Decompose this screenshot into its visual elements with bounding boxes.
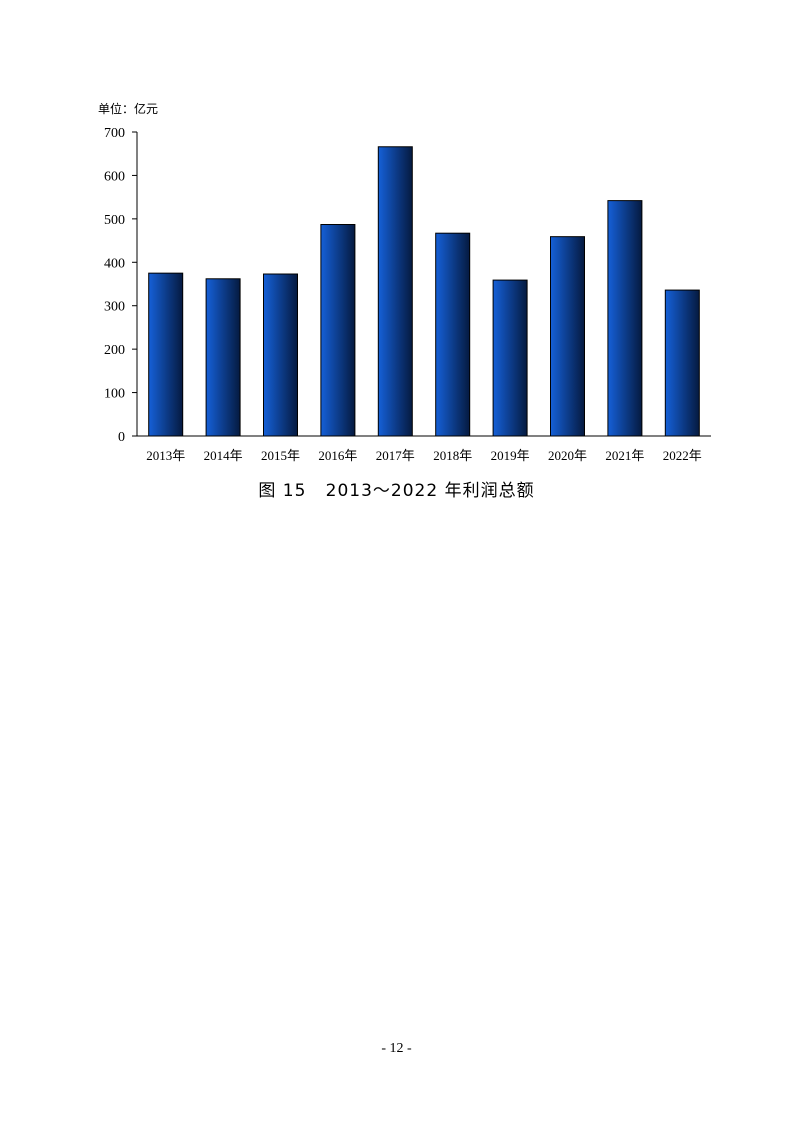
y-tick-label: 400 xyxy=(104,256,125,271)
page-number: - 12 - xyxy=(381,1041,412,1056)
bar-2014年 xyxy=(205,278,241,437)
y-tick-label: 500 xyxy=(104,213,125,228)
x-tick-label: 2020年 xyxy=(548,448,587,463)
y-tick-label: 700 xyxy=(104,126,125,141)
figure-caption: 图 15 2013～2022 年利润总额 xyxy=(0,476,793,501)
y-tick-label: 300 xyxy=(104,300,125,315)
bar-2016年 xyxy=(320,224,356,437)
bar-2018年 xyxy=(435,232,471,437)
bar-2022年 xyxy=(664,289,700,437)
bar-2020年 xyxy=(550,236,585,437)
x-tick-label: 2022年 xyxy=(663,448,702,463)
unit-label: 单位：亿元 xyxy=(98,101,158,116)
bar-2013年 xyxy=(148,272,184,437)
x-tick-label: 2014年 xyxy=(204,448,243,463)
bar-2017年 xyxy=(377,146,413,437)
figure-number: 图 15 xyxy=(258,481,307,501)
bar-2019年 xyxy=(492,279,528,437)
x-tick-label: 2021年 xyxy=(605,448,644,463)
figure-title: 2013～2022 年利润总额 xyxy=(325,481,535,501)
y-tick-label: 0 xyxy=(118,430,125,445)
x-tick-label: 2013年 xyxy=(146,448,185,463)
x-tick-label: 2015年 xyxy=(261,448,300,463)
x-tick-label: 2019年 xyxy=(491,448,530,463)
bar-2021年 xyxy=(607,200,643,437)
bar-chart: 单位：亿元 0 100 200 300 400 500 600 700 2013年 2014年 2… xyxy=(98,101,711,463)
bar-2015年 xyxy=(263,273,298,437)
y-tick-label: 600 xyxy=(104,169,125,184)
x-tick-label: 2016年 xyxy=(318,448,357,463)
y-tick-label: 200 xyxy=(104,343,125,358)
y-tick-label: 100 xyxy=(104,387,125,402)
x-tick-label: 2017年 xyxy=(376,448,415,463)
x-tick-label: 2018年 xyxy=(433,448,472,463)
